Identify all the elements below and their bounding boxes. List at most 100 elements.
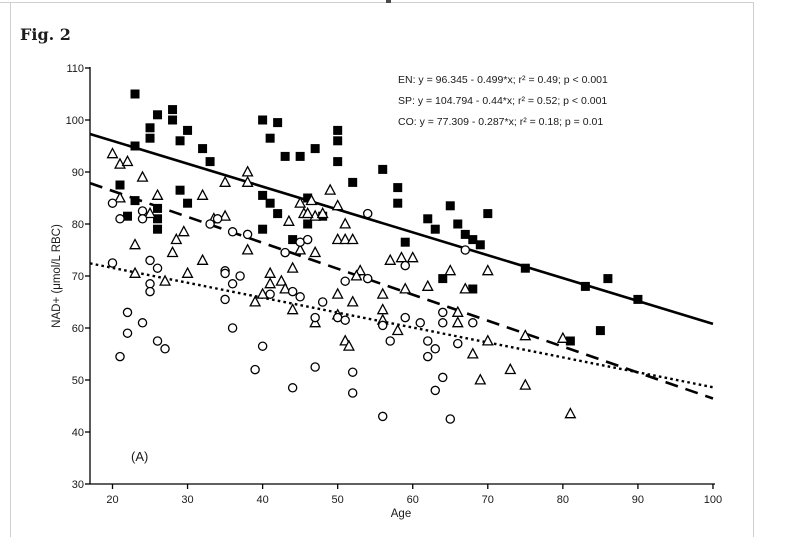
open-circle-marker xyxy=(107,258,118,268)
filled-square-marker xyxy=(378,164,388,174)
open-circle-marker xyxy=(377,320,388,331)
open-triangle-marker xyxy=(286,303,299,315)
open-circle-marker xyxy=(438,307,448,318)
filled-square-marker xyxy=(258,224,268,234)
series-co-points xyxy=(107,198,478,424)
open-circle-marker xyxy=(212,214,223,224)
open-triangle-marker xyxy=(451,316,464,328)
filled-square-marker xyxy=(445,201,455,211)
filled-square-marker xyxy=(475,240,485,250)
open-triangle-marker xyxy=(294,243,307,255)
open-triangle-marker xyxy=(444,264,457,276)
y-tick-label: 30 xyxy=(72,479,84,491)
open-triangle-marker xyxy=(305,193,318,206)
open-circle-marker xyxy=(227,279,238,289)
open-triangle-marker xyxy=(339,232,352,245)
filled-square-marker xyxy=(603,274,613,284)
open-circle-marker xyxy=(265,289,275,299)
filled-square-marker xyxy=(393,183,403,193)
open-triangle-marker xyxy=(324,183,337,195)
filled-square-marker xyxy=(310,144,320,154)
open-circle-marker xyxy=(347,367,358,377)
y-axis-title: NAD+ (μmol/L RBC) xyxy=(51,224,63,328)
filled-square-marker xyxy=(183,125,193,135)
open-triangle-marker xyxy=(219,175,232,187)
open-triangle-marker xyxy=(144,206,157,219)
open-triangle-marker xyxy=(564,407,577,419)
open-triangle-marker xyxy=(241,243,254,255)
open-circle-marker xyxy=(205,219,215,229)
filled-square-marker xyxy=(205,157,215,167)
open-triangle-marker xyxy=(114,191,126,203)
open-circle-marker xyxy=(423,336,433,346)
y-tick-label: 40 xyxy=(72,427,84,439)
open-triangle-marker xyxy=(129,266,142,278)
open-circle-marker xyxy=(115,351,125,362)
y-tick-label: 80 xyxy=(72,219,84,231)
open-circle-marker xyxy=(145,255,155,266)
open-circle-marker xyxy=(438,372,448,383)
figure-label: Fig. 2 xyxy=(20,25,71,44)
regression-line-co xyxy=(89,262,714,389)
filled-square-marker xyxy=(333,136,343,146)
open-triangle-marker xyxy=(459,282,472,294)
figure-frame-right-border xyxy=(753,2,754,537)
filled-square-marker xyxy=(123,211,133,221)
open-circle-marker xyxy=(340,276,350,286)
y-tick-label: 70 xyxy=(72,271,84,283)
open-circle-marker xyxy=(310,362,320,372)
open-triangle-marker xyxy=(129,238,142,250)
filled-square-marker xyxy=(580,281,590,291)
open-triangle-marker xyxy=(395,251,408,263)
open-triangle-marker xyxy=(309,245,322,258)
open-circle-marker xyxy=(257,341,268,351)
filled-square-marker xyxy=(468,284,478,294)
open-triangle-marker xyxy=(136,170,149,182)
filled-square-marker xyxy=(168,105,178,115)
open-triangle-marker xyxy=(399,282,412,294)
open-triangle-marker xyxy=(294,196,307,208)
x-tick-label: 100 xyxy=(704,494,722,506)
y-tick-label: 100 xyxy=(66,115,84,127)
open-circle-marker xyxy=(235,271,245,281)
filled-square-marker xyxy=(130,196,140,206)
x-tick-label: 90 xyxy=(632,494,644,506)
legend-entry-en: EN: y = 96.345 - 0.499*x; r² = 0.49; p <… xyxy=(398,74,608,86)
open-circle-marker xyxy=(152,263,163,273)
open-triangle-marker xyxy=(301,206,314,219)
open-triangle-marker xyxy=(282,214,295,226)
open-triangle-marker xyxy=(249,295,262,307)
open-triangle-marker xyxy=(331,232,344,245)
filled-square-marker xyxy=(153,110,163,120)
filled-square-marker xyxy=(393,198,403,208)
open-circle-marker xyxy=(107,198,118,208)
filled-square-marker xyxy=(115,180,125,190)
open-circle-marker xyxy=(340,315,350,325)
filled-square-marker xyxy=(430,224,440,234)
open-triangle-marker xyxy=(316,206,329,219)
filled-square-marker xyxy=(633,294,643,304)
open-circle-marker xyxy=(423,351,433,362)
open-triangle-marker xyxy=(376,287,389,299)
filled-square-marker xyxy=(565,336,575,346)
open-triangle-marker xyxy=(166,245,179,258)
filled-square-marker xyxy=(130,89,140,99)
x-axis-title: Age xyxy=(390,508,412,520)
open-circle-marker xyxy=(385,336,395,346)
filled-square-marker xyxy=(295,151,305,161)
open-triangle-marker xyxy=(406,251,419,263)
y-tick-label: 110 xyxy=(66,63,84,75)
open-circle-marker xyxy=(317,297,328,307)
open-circle-marker xyxy=(400,312,410,323)
open-triangle-marker xyxy=(219,209,232,221)
filled-square-marker xyxy=(595,326,605,336)
open-triangle-marker xyxy=(384,253,397,265)
x-tick-label: 40 xyxy=(256,494,268,506)
x-tick-label: 20 xyxy=(106,494,118,506)
filled-square-marker xyxy=(333,125,343,135)
filled-square-marker xyxy=(258,190,268,200)
filled-square-marker xyxy=(183,198,193,208)
open-triangle-marker xyxy=(106,147,119,159)
open-triangle-marker xyxy=(519,378,532,390)
open-circle-marker xyxy=(310,312,320,323)
